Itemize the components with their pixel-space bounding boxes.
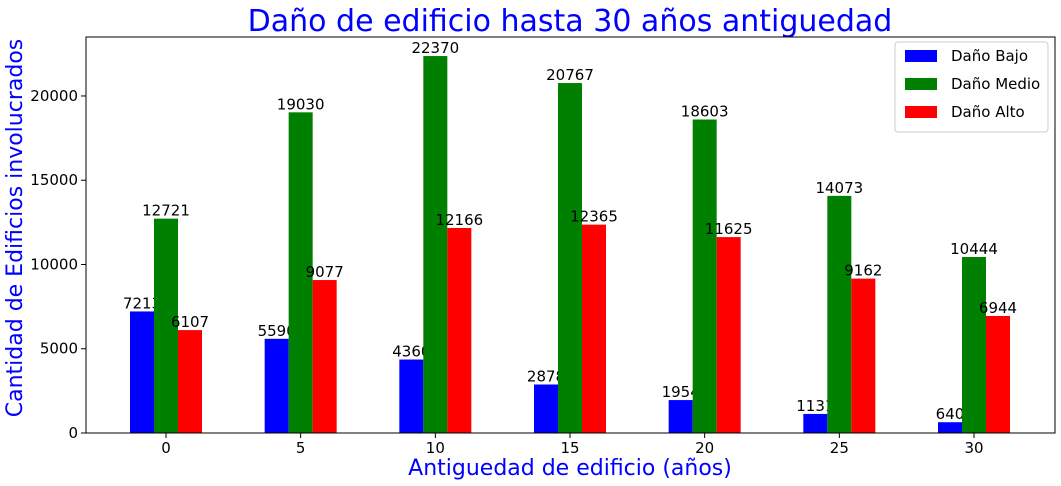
data-label: 14073 [815, 179, 863, 197]
y-tick-label: 15000 [30, 171, 78, 189]
bar-daño-medio-10 [423, 56, 448, 434]
data-label: 20767 [546, 66, 594, 84]
data-label: 5590 [258, 322, 296, 340]
data-label: 12365 [570, 208, 618, 226]
legend-swatch [905, 106, 937, 118]
bar-daño-medio-0 [154, 218, 178, 433]
y-tick-label: 5000 [40, 340, 78, 358]
data-label: 6944 [979, 299, 1017, 317]
x-tick-label: 15 [560, 439, 579, 457]
data-label: 6107 [171, 313, 209, 331]
data-label: 10444 [950, 240, 998, 258]
bar-daño-alto-30 [986, 315, 1010, 433]
bar-daño-bajo-25 [803, 413, 828, 433]
bar-daño-bajo-0 [130, 311, 154, 433]
bar-daño-bajo-15 [534, 384, 558, 433]
chart-title: Daño de edificio hasta 30 años antigueda… [248, 4, 893, 39]
data-label: 2878 [527, 368, 565, 386]
bar-daño-medio-20 [692, 119, 717, 434]
data-label: 12721 [142, 202, 190, 220]
bar-daño-bajo-30 [938, 422, 962, 433]
bar-daño-bajo-20 [668, 400, 693, 433]
data-label: 22370 [411, 39, 459, 57]
y-tick-label: 20000 [30, 87, 78, 105]
y-axis-label: Cantidad de Edificios involucrados [3, 39, 28, 417]
data-label: 19030 [277, 95, 325, 113]
legend: Daño Bajo Daño Medio Daño Alto [894, 41, 1049, 133]
data-label: 1954 [662, 383, 700, 401]
legend-swatch [905, 50, 937, 62]
legend-swatch [905, 78, 937, 90]
legend-label: Daño Alto [951, 103, 1025, 121]
bar-daño-bajo-10 [399, 359, 424, 433]
data-label: 12166 [435, 211, 483, 229]
legend-label: Daño Bajo [951, 47, 1028, 65]
data-label: 1131 [796, 397, 834, 415]
bar-daño-alto-20 [716, 237, 741, 433]
bar-daño-medio-25 [827, 195, 852, 433]
data-label: 4360 [392, 343, 430, 361]
plot-area: 7213 5590 4360 2878 1954 1131 640 12721 19030 223… [30, 36, 1056, 457]
x-tick-label: 5 [296, 439, 306, 457]
data-label: 9077 [306, 263, 344, 281]
y-tick-label: 10000 [30, 255, 78, 273]
data-label: 9162 [844, 262, 882, 280]
x-tick-label: 0 [161, 439, 171, 457]
x-tick-label: 10 [426, 439, 445, 457]
bar-daño-alto-0 [178, 330, 202, 433]
x-tick-label: 20 [695, 439, 714, 457]
bar-daño-alto-5 [312, 280, 337, 433]
y-tick-label: 0 [68, 424, 78, 442]
x-axis-label: Antiguedad de edificio (años) [408, 456, 732, 481]
x-tick-label: 25 [830, 439, 849, 457]
data-label: 18603 [681, 103, 729, 121]
bar-daño-medio-5 [288, 112, 313, 434]
data-label: 640 [936, 405, 965, 423]
bar-daño-medio-15 [558, 83, 582, 433]
data-label: 11625 [705, 220, 753, 238]
legend-label: Daño Medio [951, 75, 1040, 93]
bar-daño-medio-30 [962, 257, 986, 433]
x-tick-label: 30 [964, 439, 983, 457]
bar-daño-alto-25 [851, 278, 876, 433]
data-label: 7213 [123, 294, 161, 312]
bar-daño-alto-15 [582, 224, 606, 433]
bar-daño-bajo-5 [264, 338, 289, 433]
bar-daño-alto-10 [447, 227, 472, 433]
